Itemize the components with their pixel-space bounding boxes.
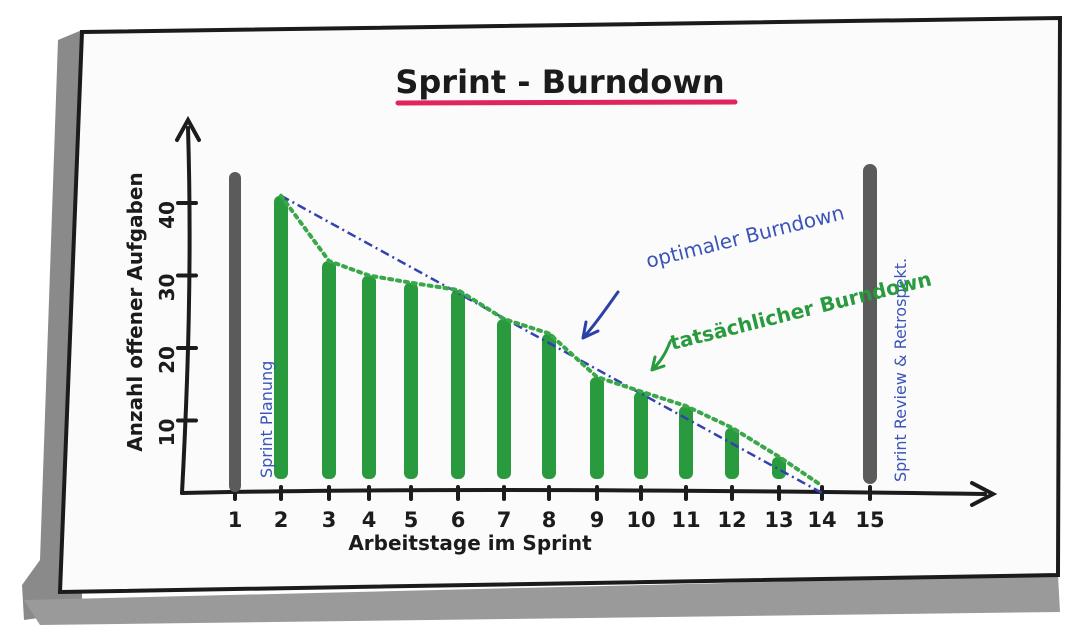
annotation-sprint-review: Sprint Review & Retrospekt. <box>891 258 910 482</box>
x-tick-label: 7 <box>497 508 512 532</box>
y-axis-arrowhead <box>175 115 201 142</box>
bar-day-2 <box>274 195 288 479</box>
bar-day-13 <box>772 456 786 479</box>
x-tick-label: 10 <box>626 508 655 532</box>
bar-day-9 <box>590 377 604 479</box>
x-tick-label: 12 <box>717 508 746 532</box>
bar-day-8 <box>542 333 556 479</box>
y-ticks: 10 20 30 40 <box>155 201 198 447</box>
x-tick-label: 13 <box>764 508 793 532</box>
x-tick-label: 11 <box>671 508 700 532</box>
title-underline <box>395 99 738 106</box>
bar-day-7 <box>497 319 511 479</box>
x-tick-label: 3 <box>322 508 337 532</box>
phase-bar-planning <box>229 172 241 492</box>
x-tick-label: 9 <box>590 508 605 532</box>
bar-day-6 <box>451 290 465 479</box>
actual-pointer-arrow <box>650 340 672 372</box>
y-tick-label: 10 <box>155 419 179 447</box>
y-tick-label: 20 <box>155 346 179 374</box>
annotation-sprint-planung: Sprint Planung <box>257 361 276 478</box>
x-tick-label: 2 <box>274 508 289 532</box>
bar-day-10 <box>634 391 648 479</box>
x-tick-label: 6 <box>451 508 466 532</box>
chart-title: Sprint - Burndown <box>395 63 724 101</box>
x-tick-label: 5 <box>404 508 419 532</box>
x-axis-arrowhead <box>970 481 998 507</box>
x-tick-label: 14 <box>807 508 836 532</box>
y-axis-line <box>180 126 192 495</box>
optimal-pointer-arrow <box>581 290 620 340</box>
actual-bars <box>274 195 786 479</box>
y-axis-label: Anzahl offener Aufgaben <box>123 172 147 451</box>
x-tick-label: 15 <box>855 508 884 532</box>
x-tick-label: 4 <box>362 508 377 532</box>
bar-day-3 <box>322 261 336 479</box>
actual-burndown-line <box>279 193 824 488</box>
x-axis-label: Arbeitstage im Sprint <box>348 531 592 555</box>
board-face <box>57 15 1063 595</box>
y-tick-label: 40 <box>155 201 179 229</box>
series-lines <box>279 193 824 495</box>
bar-day-12 <box>725 427 739 479</box>
bar-day-11 <box>679 406 693 479</box>
bar-day-5 <box>404 282 418 479</box>
y-tick-label: 30 <box>155 274 179 302</box>
board-shadow-bottom <box>24 575 1060 625</box>
phase-bars <box>229 164 877 492</box>
optimal-burndown-line <box>280 194 823 495</box>
bar-day-4 <box>362 275 376 479</box>
x-tick-label: 8 <box>542 508 557 532</box>
x-ticks: 1 2 3 4 5 6 7 8 9 10 11 12 13 14 15 <box>228 485 885 532</box>
board-frame <box>22 15 1063 625</box>
phase-bar-review <box>863 164 877 484</box>
x-tick-label: 1 <box>228 508 243 532</box>
